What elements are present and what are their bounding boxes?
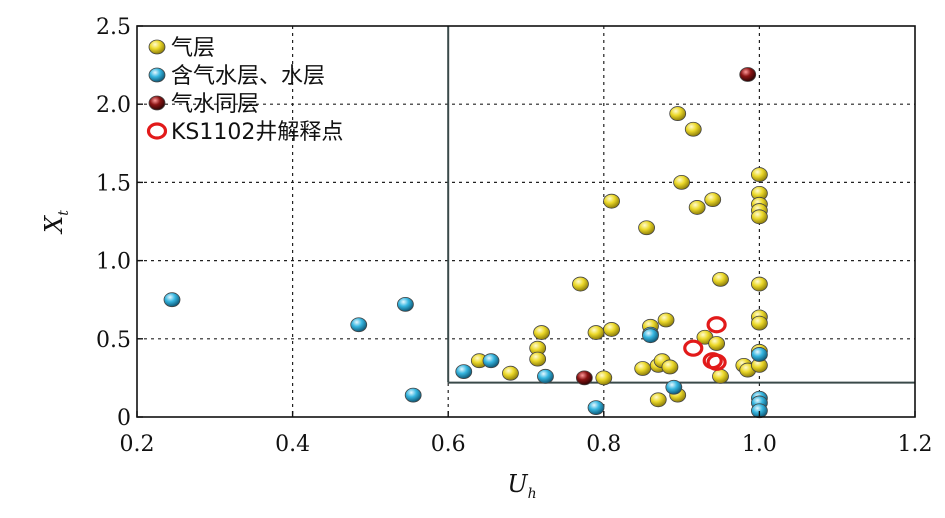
data-point bbox=[688, 200, 706, 215]
legend-marker bbox=[146, 122, 168, 140]
data-point bbox=[642, 328, 659, 344]
axis-ticks: 0.2 0.4 0.6 0.8 1.0 1.2 0 0.5 1.0 1.5 2.0 2.5 bbox=[96, 15, 933, 457]
x-axis-label: Uh bbox=[507, 470, 536, 502]
data-point bbox=[634, 361, 652, 376]
data-point bbox=[665, 379, 683, 395]
data-point bbox=[751, 167, 768, 182]
data-point bbox=[684, 121, 702, 137]
data-point bbox=[595, 370, 613, 386]
legend-label: KS1102井解释点 bbox=[171, 120, 343, 145]
data-point bbox=[533, 325, 550, 340]
data-point bbox=[706, 353, 727, 371]
plot-frame bbox=[136, 25, 916, 418]
data-point bbox=[404, 387, 422, 403]
data-point bbox=[163, 292, 181, 308]
y-axis-label: Xt bbox=[40, 210, 72, 235]
legend-label: 气层 bbox=[171, 36, 215, 61]
data-point bbox=[587, 400, 605, 416]
data-point bbox=[502, 365, 519, 381]
y-tick-label: 2.5 bbox=[96, 15, 131, 40]
data-point bbox=[751, 315, 768, 331]
data-point bbox=[708, 336, 726, 351]
legend-label: 含气水层、水层 bbox=[171, 64, 325, 89]
y-tick-label: 0.5 bbox=[96, 328, 131, 353]
data-point bbox=[603, 193, 620, 209]
x-tick-label: 1.2 bbox=[898, 432, 933, 457]
x-tick-label: 0.4 bbox=[275, 432, 310, 457]
data-point bbox=[482, 353, 500, 369]
data-point bbox=[537, 368, 554, 384]
data-point bbox=[350, 317, 368, 333]
y-tick-label: 2.0 bbox=[96, 93, 131, 118]
legend-marker bbox=[148, 39, 166, 55]
data-point bbox=[706, 316, 727, 334]
legend-marker bbox=[148, 95, 166, 111]
data-point bbox=[649, 392, 667, 408]
data-point bbox=[704, 192, 722, 208]
data-point bbox=[587, 325, 605, 340]
legend-label: 气水同层 bbox=[171, 92, 259, 117]
x-tick-label: 0.8 bbox=[586, 432, 621, 457]
data-point bbox=[455, 364, 473, 380]
data-point bbox=[638, 220, 655, 236]
data-point bbox=[657, 312, 675, 328]
y-tick-label: 1.5 bbox=[96, 171, 131, 196]
y-tick-label: 1.0 bbox=[96, 250, 131, 275]
data-point bbox=[751, 276, 768, 292]
x-tick-label: 0.2 bbox=[120, 432, 155, 457]
data-point bbox=[529, 351, 547, 367]
y-tick-label: 0 bbox=[117, 406, 131, 431]
legend-marker bbox=[148, 67, 166, 83]
data-point bbox=[397, 296, 414, 312]
data-point bbox=[669, 106, 687, 121]
cutoff-lines bbox=[447, 26, 915, 384]
data-point bbox=[712, 368, 729, 384]
data-point bbox=[739, 67, 757, 82]
data-point bbox=[683, 339, 704, 357]
data-point bbox=[575, 370, 593, 386]
data-point bbox=[603, 322, 620, 337]
data-point bbox=[712, 271, 729, 287]
data-point bbox=[661, 359, 679, 375]
data-point bbox=[751, 209, 768, 225]
data-point bbox=[572, 276, 589, 292]
data-point bbox=[673, 174, 690, 190]
data-point bbox=[751, 347, 768, 362]
x-tick-label: 1.0 bbox=[742, 432, 777, 457]
x-tick-label: 0.6 bbox=[431, 432, 466, 457]
data-points bbox=[163, 67, 768, 419]
